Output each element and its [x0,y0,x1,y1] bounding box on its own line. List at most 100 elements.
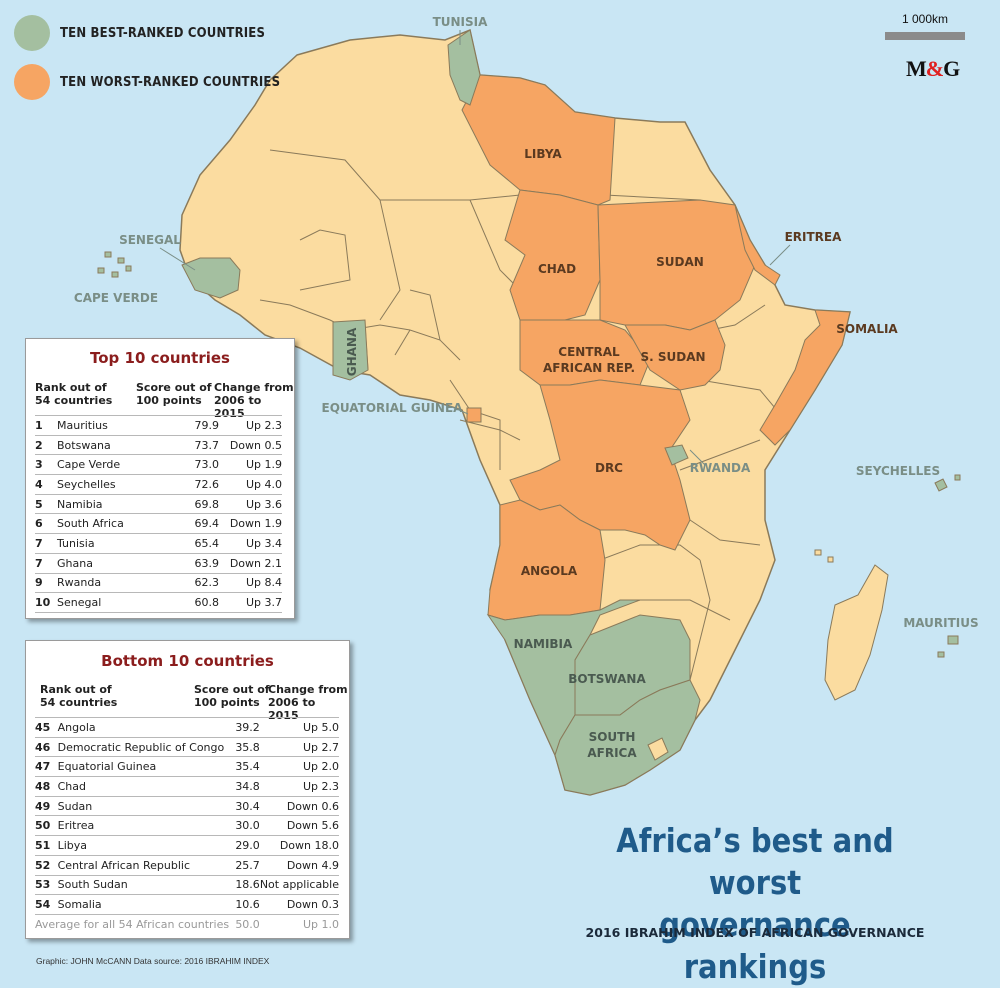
top10-title: Top 10 countries [90,349,230,367]
table-row: 6 South Africa 69.4 Down 1.9 [35,513,282,535]
cell-score: 10.6 [229,894,260,915]
cell-country: Libya [57,835,230,856]
subtitle: 2016 IBRAHIM INDEX OF AFRICAN GOVERNANCE [585,925,925,940]
libya-region [461,74,616,206]
table-row: 7 Ghana 63.9 Down 2.1 [35,553,282,574]
leader-lines [159,30,791,466]
cell-rank: 4 [35,474,57,495]
label-sudan: SUDAN [656,255,704,269]
cell-rank: 49 [35,796,58,817]
cell-country: Namibia [57,494,167,515]
cell-country: Tunisia [57,533,167,554]
table-row: 49 Sudan 30.4 Down 0.6 [35,796,339,817]
table-row: 46 Democratic Republic of Congo 35.8 Up 2.7 [35,737,339,758]
label-libya: LIBYA [524,147,562,161]
table-row: 47 Equatorial Guinea 35.4 Up 2.0 [35,756,339,778]
table-row: 54 Somalia 10.6 Down 0.3 [35,894,339,915]
credit-line: Graphic: JOHN McCANN Data source: 2016 I… [36,956,270,966]
cell-change: Down 4.9 [259,855,339,876]
table-row: 45 Angola 39.2 Up 5.0 [35,717,339,738]
cell-rank: 7 [35,553,57,574]
bottom10-title: Bottom 10 countries [101,652,274,670]
cell-rank: 10 [35,592,57,613]
somalia-region [759,309,851,446]
cell-country: Democratic Republic of Congo [57,737,230,758]
seychelles-islands [934,474,961,492]
table-row: 10 Senegal 60.8 Up 3.7 [35,592,282,613]
cell-rank: 46 [35,737,58,758]
cell-country: Sudan [57,796,230,817]
cell-change: Up 2.3 [219,415,282,436]
cell-score: 30.4 [229,796,260,817]
cell-country: South Africa [57,513,167,535]
cell-rank: 48 [35,776,58,797]
cell-score: 65.4 [167,533,219,554]
cell-country: Eritrea [57,815,230,837]
cell-score: 69.8 [167,494,219,515]
cell-change: Up 4.0 [219,474,282,495]
cell-rank: 6 [35,513,57,535]
cell-change: Down 0.3 [259,894,339,915]
bottom10-header-score: Score out of 100 points [194,683,270,709]
bottom10-table: 45 Angola 39.2 Up 5.0 46 Democratic Republic … [35,717,339,934]
cell-change: Up 8.4 [219,573,282,594]
legend-best-label: TEN BEST-RANKED COUNTRIES [60,25,266,41]
table-row: 2 Botswana 73.7 Down 0.5 [35,435,282,456]
table-row: 7 Tunisia 65.4 Up 3.4 [35,533,282,554]
label-angola: ANGOLA [521,564,578,578]
cell-rank: 1 [35,415,57,436]
cell-rank: 51 [35,835,58,856]
top10-table: 1 Mauritius 79.9 Up 2.3 2 Botswana 73.7 Down 0.… [35,415,282,613]
cell-score: 18.6 [229,875,260,896]
table-row: 4 Seychelles 72.6 Up 4.0 [35,474,282,495]
scale-label: 1 000km [901,12,949,26]
cell-rank: 47 [35,756,58,778]
other-islands [647,549,889,761]
label-car-line1: CENTRAL [558,345,620,359]
ssudan-region [624,319,726,391]
cell-change: Up 5.0 [259,717,339,738]
cell-score: 35.8 [229,737,260,758]
average-label: Average for all 54 African countries [35,917,230,931]
top10-header-change: Change from 2006 to 2015 [214,381,294,420]
cell-rank: 53 [35,875,58,896]
label-eritrea: ERITREA [785,230,843,244]
table-row: 53 South Sudan 18.6 Not applicable [35,875,339,896]
average-score: 50.0 [235,917,260,931]
logo-m: M [906,56,927,81]
cell-rank: 50 [35,815,58,837]
label-mauritius: MAURITIUS [903,616,978,630]
cell-country: Rwanda [57,573,167,594]
cell-country: Angola [57,717,230,738]
label-chad: CHAD [538,262,576,276]
namibia-region [486,599,641,757]
cell-country: Senegal [57,592,167,613]
main-title: Africa’s best and worst governance ranki… [588,820,922,988]
cell-score: 69.4 [167,513,219,535]
tunisia-region [447,29,481,106]
legend-best: TEN BEST-RANKED COUNTRIES [14,15,288,51]
cell-rank: 52 [35,855,58,876]
cell-change: Up 2.0 [259,756,339,778]
legend-worst-swatch [14,64,50,100]
cell-score: 29.0 [229,835,260,856]
worst-ranked-regions [461,74,851,621]
top10-header-score: Score out of 100 points [136,381,212,407]
cell-score: 30.0 [229,815,260,837]
south-africa-region [554,679,701,796]
label-cape-verde: CAPE VERDE [74,291,158,305]
bottom10-panel: Bottom 10 countries Rank out of 54 countr… [25,640,350,939]
table-row: 52 Central African Republic 25.7 Down 4.9 [35,855,339,876]
table-row: 48 Chad 34.8 Up 2.3 [35,776,339,797]
eq-guinea-region [466,407,482,423]
cell-change: Up 3.7 [219,592,282,613]
table-row: 9 Rwanda 62.3 Up 8.4 [35,573,282,594]
bottom10-header-rank: Rank out of 54 countries [40,683,118,709]
label-ghana: GHANA [345,327,359,376]
cell-change: Down 18.0 [259,835,339,856]
cell-score: 63.9 [167,553,219,574]
label-drc: DRC [595,461,623,475]
table-row: 50 Eritrea 30.0 Down 5.6 [35,815,339,837]
cell-country: Ghana [57,553,167,574]
